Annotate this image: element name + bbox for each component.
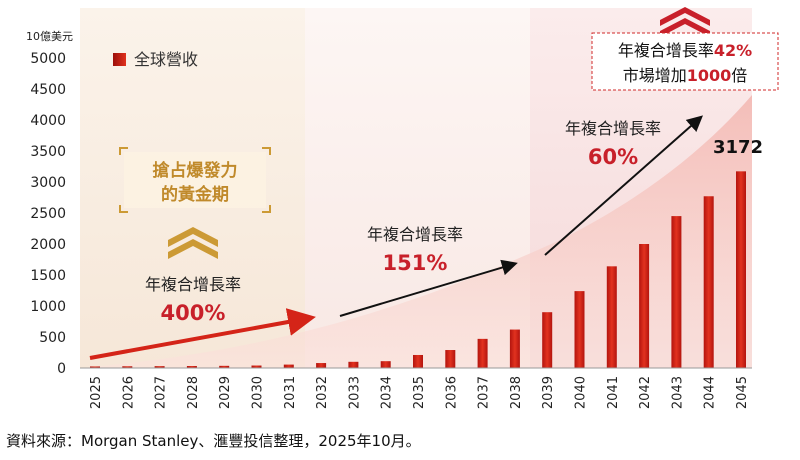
x-tick-label: 2045 [735, 376, 750, 409]
bar-2039 [542, 312, 553, 368]
phase2-cagr-value: 151% [383, 251, 448, 275]
overall-line2-suffix: 倍 [731, 66, 747, 85]
bar-2030 [251, 365, 262, 368]
overall-line1-value: 42% [714, 41, 752, 60]
x-tick-label: 2032 [315, 376, 330, 409]
phase1-arrow [89, 308, 316, 360]
phase3-cagr-label: 年複合增長率 [565, 119, 661, 138]
bar-2038 [509, 329, 520, 368]
bar-2027 [154, 366, 165, 368]
legend-swatch [113, 53, 126, 66]
y-tick-label: 4500 [30, 82, 66, 98]
x-tick-label: 2039 [541, 376, 556, 409]
overall-line1-prefix: 年複合增長率 [618, 41, 714, 60]
y-tick-label: 3500 [30, 144, 66, 160]
bar-2042 [639, 244, 650, 368]
y-tick-label: 5000 [30, 51, 66, 67]
overall-line2-value: 1000 [687, 66, 732, 85]
x-tick-label: 2027 [154, 376, 169, 409]
x-tick-label: 2035 [412, 376, 427, 409]
x-tick-label: 2041 [606, 376, 621, 409]
red-chevron-icon [660, 7, 710, 37]
x-tick-label: 2036 [444, 376, 459, 409]
bar-2041 [606, 266, 617, 368]
bar-2028 [186, 366, 197, 368]
svg-text:市場增加1000倍: 市場增加1000倍 [623, 66, 748, 85]
golden-period-line1: 搶占爆發力 [153, 160, 238, 181]
x-tick-label: 2029 [218, 376, 233, 409]
phase1-cagr-value: 400% [161, 301, 226, 325]
unit-label: 10億美元 [26, 30, 73, 43]
bar-chart: 10億美元 5000450040003500300025002000150010… [26, 7, 779, 409]
x-tick-label: 2025 [89, 376, 104, 409]
y-tick-label: 4000 [30, 113, 66, 129]
y-tick-label: 3000 [30, 175, 66, 191]
bar-2026 [122, 366, 133, 368]
phase3-arrow [544, 115, 703, 256]
x-tick-label: 2038 [509, 376, 524, 409]
bar-2036 [445, 350, 456, 368]
bar-2037 [477, 338, 488, 368]
x-tick-label: 2044 [703, 376, 718, 409]
bar-2029 [219, 365, 230, 368]
peak-value-label: 3172 [713, 137, 763, 158]
x-tick-label: 2030 [251, 376, 266, 409]
bar-2043 [671, 216, 682, 368]
overall-line2-prefix: 市場增加 [623, 66, 687, 85]
x-tick-label: 2042 [638, 376, 653, 409]
y-tick-label: 2000 [30, 237, 66, 253]
golden-period-line2: 的黃金期 [161, 184, 229, 205]
y-tick-label: 0 [57, 361, 66, 377]
x-tick-label: 2043 [670, 376, 685, 409]
y-tick-label: 500 [39, 330, 66, 346]
bars-group [90, 171, 746, 368]
x-tick-label: 2028 [186, 376, 201, 409]
x-tick-label: 2033 [347, 376, 362, 409]
y-tick-label: 1500 [30, 268, 66, 284]
x-tick-label: 2026 [121, 376, 136, 409]
bar-2044 [703, 196, 714, 368]
bar-2040 [574, 291, 585, 368]
bar-2035 [413, 354, 423, 368]
bar-2034 [380, 361, 391, 368]
x-tick-label: 2031 [283, 376, 298, 409]
phase2-arrow [339, 259, 518, 317]
y-tick-label: 2500 [30, 206, 66, 222]
bar-2045 [736, 171, 746, 368]
bar-2033 [348, 361, 359, 368]
legend-label: 全球營收 [134, 50, 198, 69]
gold-chevron-icon [168, 227, 218, 259]
bar-2025 [90, 366, 100, 368]
y-tick-label: 1000 [30, 299, 66, 315]
bar-2032 [316, 363, 327, 368]
x-axis-ticks: 2025 2026 2027 2028 2029 2030 2031 2032 2033 2034… [89, 376, 750, 409]
bar-2031 [283, 364, 294, 368]
golden-period-box: 搶占爆發力 的黃金期 [119, 147, 271, 213]
phase1-cagr-label: 年複合增長率 [145, 275, 241, 294]
source-note: 資料來源：Morgan Stanley、滙豐投信整理，2025年10月。 [6, 432, 421, 450]
x-tick-label: 2034 [380, 376, 395, 409]
x-tick-label: 2040 [574, 376, 589, 409]
phase3-cagr-value: 60% [588, 145, 638, 169]
x-tick-label: 2037 [477, 376, 492, 409]
svg-text:年複合增長率42%: 年複合增長率42% [618, 41, 752, 60]
overall-growth-box: 年複合增長率42% 市場增加1000倍 [591, 32, 779, 91]
phase2-cagr-label: 年複合增長率 [367, 225, 463, 244]
